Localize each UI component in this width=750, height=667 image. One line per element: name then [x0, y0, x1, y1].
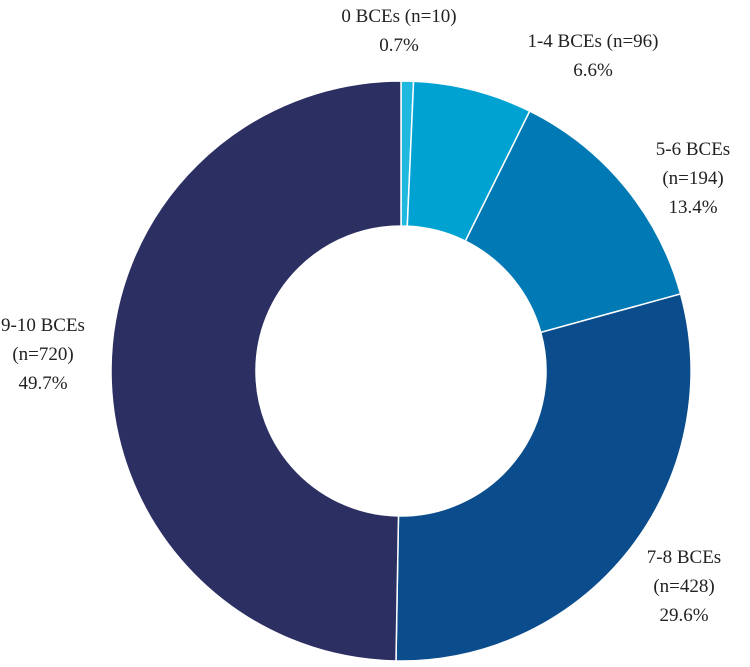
slice-5-6-bces: [464, 110, 682, 334]
slice-label-count-9-10-bces: (n=720): [12, 344, 73, 365]
slice-9-10-bces: [110, 80, 402, 662]
slice-label-label-count-0-bces: 0 BCEs (n=10): [341, 6, 456, 27]
slice-label-count-5-6-bces: (n=194): [662, 168, 723, 189]
slices-layer: [110, 80, 692, 662]
slice-label-label-count-1-4-bces: 1-4 BCEs (n=96): [527, 31, 658, 52]
slice-label-9-10-bces: 9-10 BCEs (n=720) 49.7%: [1, 315, 85, 394]
slice-label-0-bces: 0 BCEs (n=10) 0.7%: [341, 6, 456, 56]
slice-label-count-7-8-bces: (n=428): [653, 576, 714, 597]
slice-label-pct-5-6-bces: 13.4%: [668, 197, 717, 218]
slice-label-5-6-bces: 5-6 BCEs (n=194) 13.4%: [656, 139, 730, 218]
slice-label-pct-7-8-bces: 29.6%: [659, 605, 708, 626]
slice-label-pct-0-bces: 0.7%: [379, 35, 419, 56]
slice-label-pct-9-10-bces: 49.7%: [18, 373, 67, 394]
slice-label-1-4-bces: 1-4 BCEs (n=96) 6.6%: [527, 31, 658, 81]
slice-7-8-bces: [395, 292, 692, 662]
labels-layer: 0 BCEs (n=10) 0.7% 1-4 BCEs (n=96) 6.6% 5-6 …: [1, 6, 730, 626]
slice-label-label-9-10-bces: 9-10 BCEs: [1, 315, 85, 336]
slice-label-pct-1-4-bces: 6.6%: [573, 60, 613, 81]
slice-label-label-7-8-bces: 7-8 BCEs: [647, 547, 721, 568]
slice-label-7-8-bces: 7-8 BCEs (n=428) 29.6%: [647, 547, 721, 626]
slice-label-label-5-6-bces: 5-6 BCEs: [656, 139, 730, 160]
